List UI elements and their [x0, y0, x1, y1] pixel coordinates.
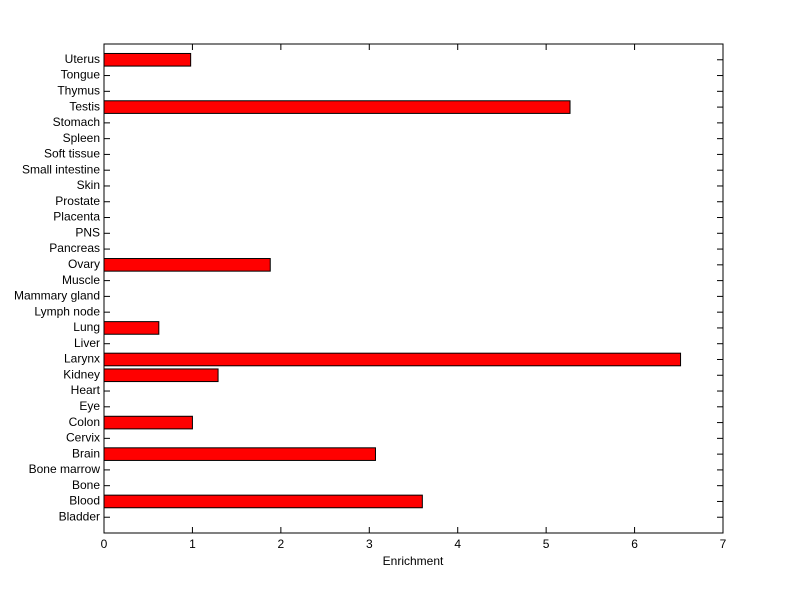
y-tick-label: PNS [75, 225, 100, 239]
bar [103, 368, 219, 383]
x-axis-label: Enrichment [383, 554, 444, 568]
y-tick-label: Muscle [62, 273, 100, 287]
y-tick-label: Lung [73, 320, 100, 334]
y-tick-label: Bladder [59, 509, 100, 523]
y-tick-label: Spleen [63, 131, 100, 145]
y-tick-label: Pancreas [49, 241, 100, 255]
bar [103, 447, 376, 461]
y-tick-label: Liver [74, 336, 100, 350]
y-tick-label: Blood [69, 494, 100, 508]
y-tick-label: Bone [72, 478, 100, 492]
bar [103, 352, 682, 367]
y-tick-label: Tongue [61, 68, 101, 82]
y-tick-label: Placenta [53, 210, 100, 224]
y-tick-label: Cervix [66, 431, 100, 445]
y-tick-label: Uterus [65, 52, 100, 66]
y-tick-label: Kidney [63, 367, 100, 381]
bar [103, 52, 192, 67]
y-tick-label: Soft tissue [44, 147, 100, 161]
x-tick-label: 6 [631, 537, 638, 551]
x-tick-label: 0 [101, 537, 108, 551]
y-tick-label: Eye [79, 399, 100, 413]
y-tick-label: Stomach [53, 115, 100, 129]
bar [103, 494, 423, 509]
y-tick-label: Mammary gland [14, 289, 100, 303]
x-tick-label: 7 [720, 537, 727, 551]
x-tick-label: 2 [278, 537, 285, 551]
y-tick-label: Brain [72, 446, 100, 460]
y-tick-label: Lymph node [34, 304, 100, 318]
x-tick-label: 1 [189, 537, 196, 551]
x-tick-label: 4 [454, 537, 461, 551]
bar [103, 415, 193, 430]
y-tick-label: Heart [71, 383, 101, 397]
bar [103, 321, 160, 335]
y-tick-label: Bone marrow [29, 462, 101, 476]
y-tick-label: Testis [69, 99, 100, 113]
bar [103, 258, 271, 272]
y-tick-label: Colon [69, 415, 100, 429]
y-tick-label: Skin [77, 178, 100, 192]
x-tick-label: 5 [543, 537, 550, 551]
bar [103, 100, 571, 114]
y-tick-label: Prostate [55, 194, 100, 208]
y-tick-label: Thymus [57, 83, 100, 97]
x-tick-label: 3 [366, 537, 373, 551]
y-tick-label: Small intestine [22, 162, 100, 176]
y-tick-label: Ovary [68, 257, 100, 271]
y-tick-label: Larynx [64, 352, 100, 366]
